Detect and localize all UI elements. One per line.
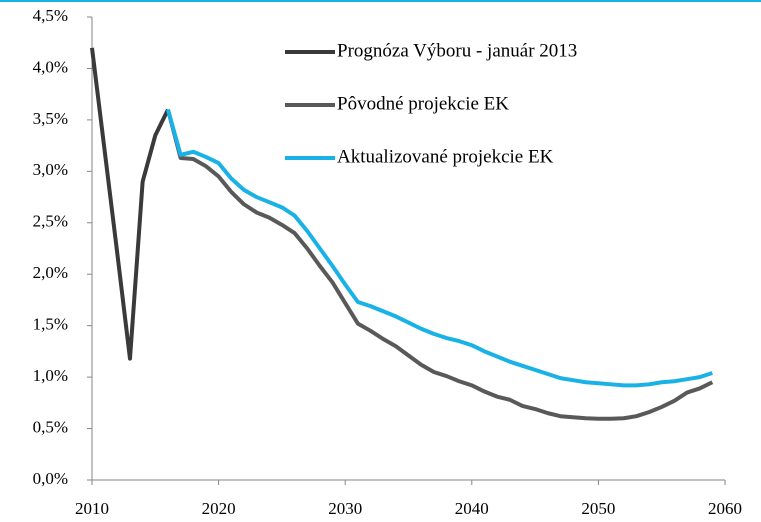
x-tick-label: 2030 [328, 499, 362, 518]
y-tick-label: 3,0% [33, 160, 68, 179]
x-tick-label: 2060 [708, 499, 742, 518]
y-tick-label: 2,0% [33, 263, 68, 282]
series-line [166, 109, 713, 388]
legend-label: Prognóza Výboru - január 2013 [337, 40, 577, 61]
y-tick-label: 0,5% [33, 417, 68, 436]
x-tick-label: 2010 [75, 499, 109, 518]
y-tick-label: 0,0% [33, 469, 68, 488]
y-tick-label: 4,5% [33, 6, 68, 25]
x-tick-label: 2020 [202, 499, 236, 518]
y-tick-label: 4,0% [33, 57, 68, 76]
x-tick-label: 2050 [581, 499, 615, 518]
y-tick-label: 1,5% [33, 315, 68, 334]
legend-label: Aktualizované projekcie EK [337, 146, 554, 167]
y-tick-label: 2,5% [33, 212, 68, 231]
y-tick-label: 3,5% [33, 109, 68, 128]
legend-label: Pôvodné projekcie EK [337, 93, 509, 114]
series-line [90, 47, 170, 361]
y-tick-label: 1,0% [33, 366, 68, 385]
x-tick-label: 2040 [455, 499, 489, 518]
series-line [166, 109, 714, 421]
